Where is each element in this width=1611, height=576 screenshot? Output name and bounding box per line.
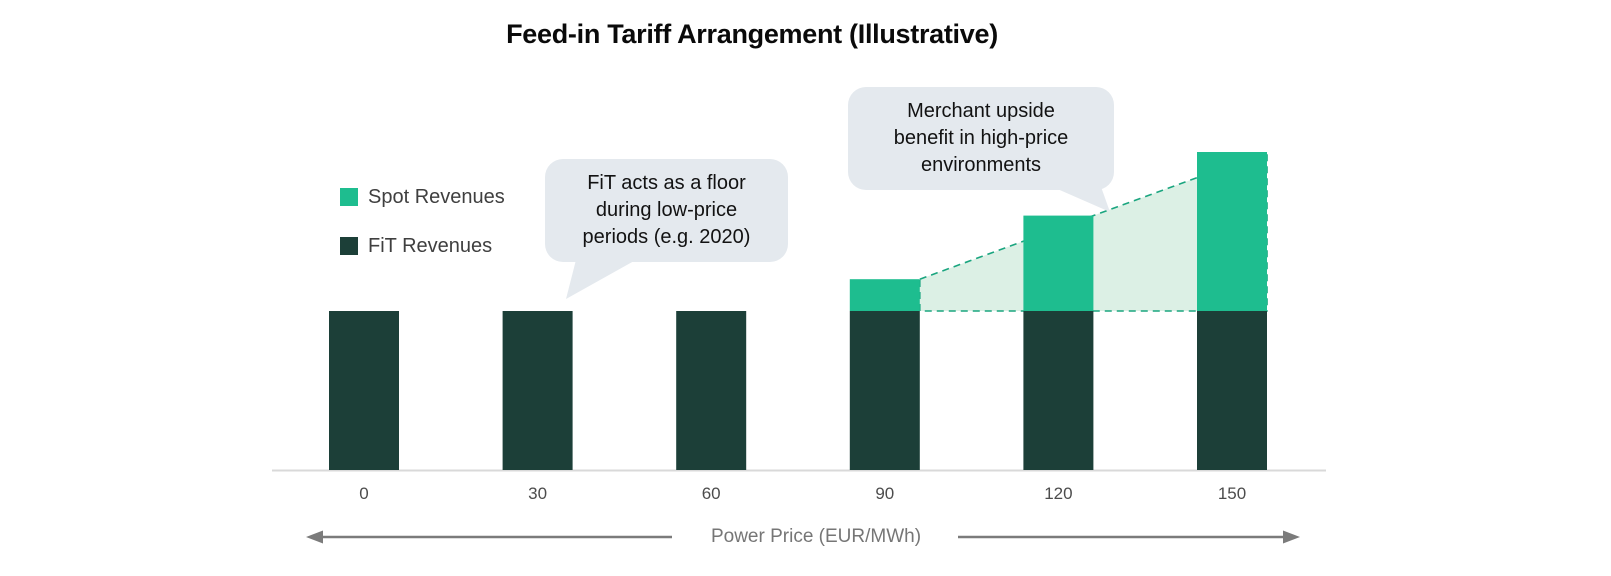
bar-fit-segment-0 xyxy=(329,311,399,470)
legend-swatch-spot-icon xyxy=(340,188,358,206)
callout-merchant-upside-text: Merchant upside benefit in high-price en… xyxy=(893,100,1069,176)
bar-fit-segment-60 xyxy=(676,311,747,470)
x-axis-title: Power Price (EUR/MWh) xyxy=(710,526,922,547)
bars-group xyxy=(329,152,1267,470)
callout-low-price-tail xyxy=(566,256,643,299)
bar-fit-segment-90 xyxy=(849,311,920,470)
x-tick-label-90: 90 xyxy=(875,484,895,503)
bar-spot-segment-150 xyxy=(1197,152,1267,311)
legend-item-fit-revenues: FiT Revenues xyxy=(340,235,505,257)
bar-fit-segment-30 xyxy=(502,311,573,470)
callout-merchant-upside: Merchant upside benefit in high-price en… xyxy=(848,87,1114,190)
page-title: Feed-in Tariff Arrangement (Illustrative… xyxy=(506,19,998,49)
x-tick-label-60: 60 xyxy=(701,484,721,503)
left-arrowhead-icon xyxy=(306,530,323,544)
legend-label-spot: Spot Revenues xyxy=(368,185,505,208)
x-tick-label-150: 150 xyxy=(1217,484,1247,503)
legend-label-fit: FiT Revenues xyxy=(368,234,493,257)
callout-low-price: FiT acts as a floor during low-price per… xyxy=(545,159,788,262)
bar-fit-segment-120 xyxy=(1023,311,1094,470)
callout-low-price-text: FiT acts as a floor during low-price per… xyxy=(582,172,751,248)
legend-item-spot-revenues: Spot Revenues xyxy=(340,186,505,208)
x-tick-label-0: 0 xyxy=(359,484,369,503)
bar-fit-segment-150 xyxy=(1197,311,1267,470)
bar-spot-segment-120 xyxy=(1023,215,1094,311)
x-tick-label-30: 30 xyxy=(528,484,548,503)
legend-swatch-fit-icon xyxy=(340,237,358,255)
bar-spot-segment-90 xyxy=(849,279,920,311)
x-tick-label-120: 120 xyxy=(1044,484,1073,503)
legend: Spot Revenues FiT Revenues xyxy=(340,186,505,284)
callout-merchant-upside-tail xyxy=(1046,184,1110,212)
right-arrowhead-icon xyxy=(1283,530,1300,544)
